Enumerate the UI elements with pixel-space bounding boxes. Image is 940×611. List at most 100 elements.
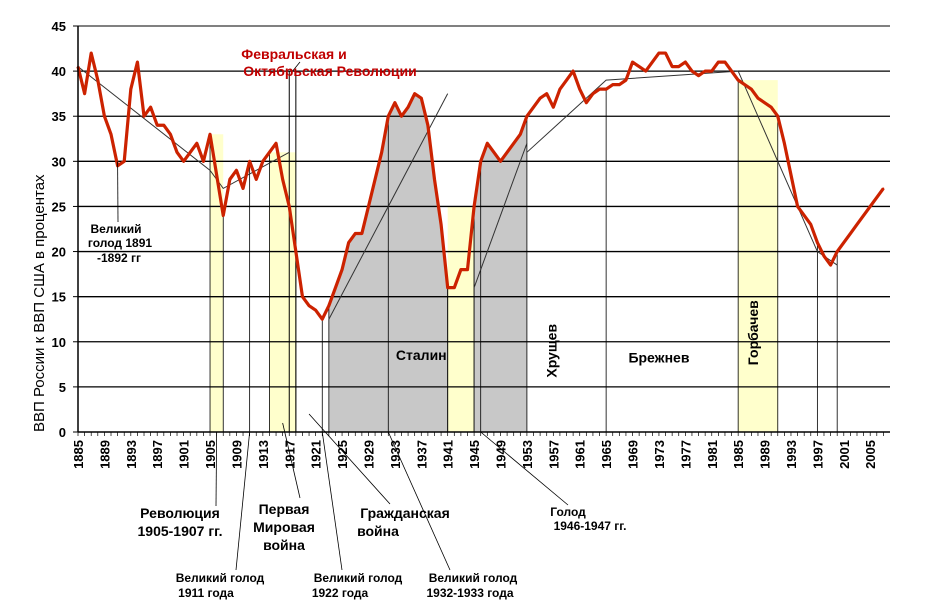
period-shading <box>210 80 778 433</box>
famine-1891-line1: Великий <box>90 222 141 236</box>
gdp-point-1955 <box>539 97 542 100</box>
gdp-point-1923 <box>327 304 330 307</box>
gdp-point-1943 <box>459 268 462 271</box>
gdp-point-1971 <box>644 70 647 73</box>
gdp-point-2002 <box>849 232 852 235</box>
x-tick-1977: 1977 <box>678 440 693 469</box>
revolution-title-line2: Октябрьская Революции <box>243 63 416 79</box>
leader-line-8 <box>292 61 301 72</box>
x-tick-1925: 1925 <box>335 440 350 469</box>
gdp-point-1979 <box>697 74 700 77</box>
gdp-point-1967 <box>618 83 621 86</box>
x-tick-1957: 1957 <box>546 440 561 469</box>
gdp-point-1896 <box>149 106 152 109</box>
period-label-1: Хрущев <box>544 324 560 378</box>
gdp-point-1903 <box>195 142 198 145</box>
gdp-point-1974 <box>664 52 667 54</box>
gdp-point-1990 <box>770 106 773 109</box>
gdp-point-1965 <box>605 88 608 91</box>
gdp-point-1925 <box>341 268 343 271</box>
gdp-point-1963 <box>592 92 594 95</box>
gdp-point-1962 <box>585 101 588 104</box>
period-label-3: Горбачев <box>745 300 761 365</box>
gdp-point-1987 <box>750 88 753 91</box>
x-tick-1953: 1953 <box>520 440 535 469</box>
y-tick-5: 5 <box>59 380 66 395</box>
x-tick-1897: 1897 <box>150 440 165 469</box>
gdp-point-1949 <box>499 160 502 163</box>
gdp-point-1888 <box>96 79 99 82</box>
gdp-point-2001 <box>842 241 845 244</box>
x-tick-1893: 1893 <box>124 440 139 469</box>
famine-1932-line1: Великий голод <box>429 571 518 585</box>
gdp-point-1946 <box>479 160 482 163</box>
gdp-point-1901 <box>182 160 185 163</box>
gdp-point-1982 <box>717 61 720 63</box>
gdp-point-1911 <box>248 160 251 163</box>
gdp-point-1910 <box>242 187 244 190</box>
gdp-point-1905 <box>209 133 211 136</box>
gdp-point-1906 <box>215 173 218 176</box>
gdp-point-1950 <box>506 151 509 154</box>
y-tick-30: 30 <box>52 154 66 169</box>
y-tick-40: 40 <box>52 64 66 79</box>
ww1-line3: война <box>263 537 305 553</box>
gdp-point-1936 <box>413 92 416 95</box>
shaded-area-5 <box>474 116 527 432</box>
gdp-point-1961 <box>578 88 581 91</box>
famine-1891-line2: голод 1891 <box>88 236 152 250</box>
y-axis-label: ВВП России к ВВП США в процентах <box>31 174 48 432</box>
gdp-point-1937 <box>420 97 423 100</box>
gdp-point-1945 <box>473 205 475 208</box>
gdp-point-1914 <box>268 151 271 154</box>
trend-line-4 <box>737 70 838 266</box>
gdp-point-2003 <box>856 223 858 226</box>
gdp-point-1954 <box>532 106 535 109</box>
gdp-point-1958 <box>559 88 561 91</box>
gdp-point-1912 <box>255 178 258 181</box>
shaded-band-0 <box>210 134 224 432</box>
gdp-point-1983 <box>724 61 726 63</box>
gdp-point-1981 <box>710 70 713 73</box>
gdp-point-1926 <box>347 241 350 244</box>
y-tick-35: 35 <box>52 109 66 124</box>
x-tick-1913: 1913 <box>256 440 271 469</box>
gdp-point-2000 <box>836 250 839 253</box>
x-tick-1933: 1933 <box>388 440 403 469</box>
gdp-point-1988 <box>757 97 759 100</box>
gdp-point-1886 <box>83 92 86 95</box>
gdp-point-1909 <box>235 169 238 172</box>
gdp-point-1984 <box>730 70 733 73</box>
y-tick-10: 10 <box>52 335 66 350</box>
gdp-point-1964 <box>598 88 601 91</box>
x-tick-1961: 1961 <box>573 440 588 469</box>
gdp-series <box>76 51 885 321</box>
x-tick-1901: 1901 <box>177 440 192 469</box>
gdp-point-1975 <box>671 65 674 68</box>
x-tick-1949: 1949 <box>494 440 509 469</box>
gdp-point-1980 <box>704 70 707 73</box>
famine-1891-line3: -1892 гг <box>97 251 141 265</box>
gdp-point-1997 <box>816 241 819 244</box>
gdp-point-1993 <box>790 173 792 176</box>
ww1-line2: Мировая <box>253 519 315 535</box>
leader-line-7 <box>480 431 569 506</box>
gdp-point-1986 <box>743 83 746 86</box>
x-tick-1985: 1985 <box>731 440 746 469</box>
gdp-point-1899 <box>169 133 172 136</box>
x-tick-1909: 1909 <box>229 440 244 469</box>
y-tick-15: 15 <box>52 290 66 305</box>
leader-line-5 <box>321 431 343 571</box>
famine-1922-line2: 1922 года <box>312 586 369 600</box>
gdp-point-2006 <box>875 196 878 199</box>
y-tick-25: 25 <box>52 199 66 214</box>
x-tick-1945: 1945 <box>467 440 482 469</box>
gdp-point-1991 <box>776 115 779 118</box>
gdp-point-1999 <box>829 264 832 266</box>
x-tick-1929: 1929 <box>361 440 376 469</box>
gdp-point-1957 <box>552 106 555 109</box>
shaded-band-3 <box>738 80 778 432</box>
gdp-point-1916 <box>281 178 284 181</box>
famine-1922-line1: Великий голод <box>314 571 403 585</box>
x-tick-1921: 1921 <box>309 440 324 469</box>
